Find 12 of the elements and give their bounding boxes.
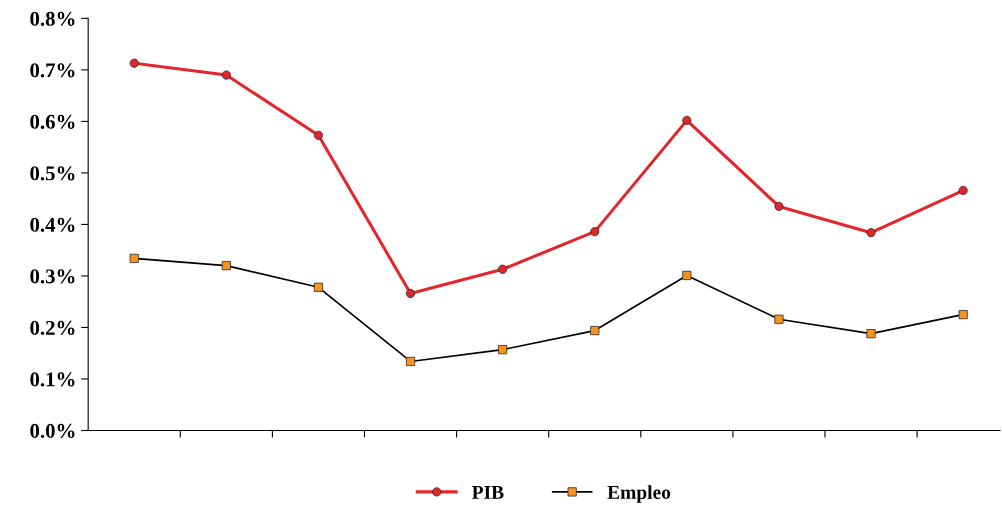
y-tick-label: 0.3% [30, 269, 75, 284]
y-tick-label: 0.5% [30, 166, 75, 181]
y-tick-label: 0.8% [30, 11, 75, 26]
point [498, 345, 508, 355]
y-tick-label: 0.2% [30, 320, 75, 335]
y-tick-label: 0.6% [30, 114, 75, 129]
legend-label: Empleo [607, 485, 671, 503]
y-tick-label: 0.0% [30, 423, 75, 439]
y-tick-label: 0.7% [30, 63, 75, 78]
y-tick-label: 0.1% [30, 372, 75, 387]
y-tick-label: 0.4% [30, 217, 75, 232]
legend-label: PIB [472, 485, 504, 499]
